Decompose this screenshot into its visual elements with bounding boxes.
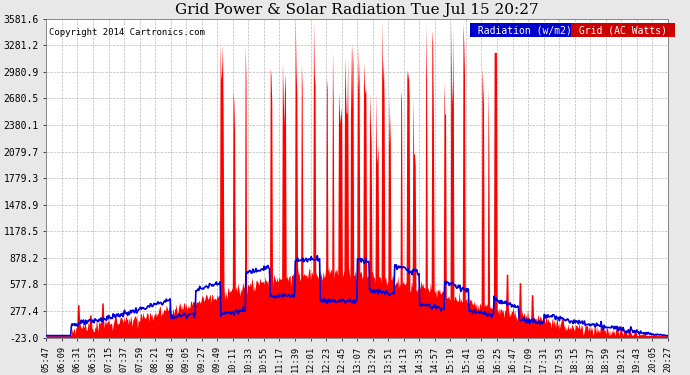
Text: Copyright 2014 Cartronics.com: Copyright 2014 Cartronics.com [50,28,206,37]
Text: Grid (AC Watts): Grid (AC Watts) [573,25,673,35]
Text: Radiation (w/m2): Radiation (w/m2) [472,25,578,35]
Title: Grid Power & Solar Radiation Tue Jul 15 20:27: Grid Power & Solar Radiation Tue Jul 15 … [175,3,539,18]
